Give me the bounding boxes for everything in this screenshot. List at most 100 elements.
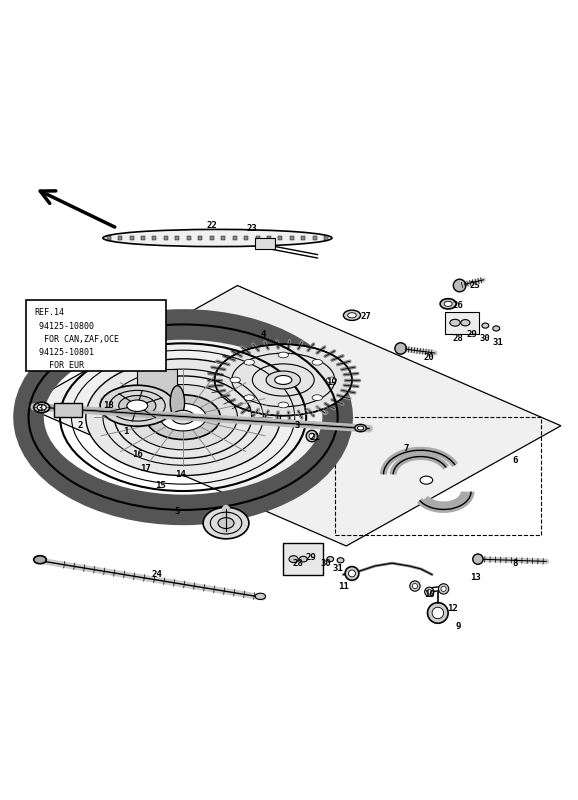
Text: 27: 27 (361, 313, 372, 322)
Text: 28: 28 (453, 334, 463, 342)
Ellipse shape (255, 594, 265, 599)
Ellipse shape (461, 319, 470, 326)
Circle shape (349, 570, 355, 577)
Ellipse shape (326, 377, 336, 383)
Text: 8: 8 (513, 558, 518, 568)
Ellipse shape (420, 476, 433, 484)
Ellipse shape (357, 426, 364, 430)
Ellipse shape (444, 302, 452, 306)
Text: 24: 24 (152, 570, 163, 579)
Ellipse shape (146, 395, 220, 439)
Text: 25: 25 (470, 281, 480, 290)
Text: REF.14
 94125-10800
  FOR CAN,ZAF,OCE
 94125-10801
   FOR EUR: REF.14 94125-10800 FOR CAN,ZAF,OCE 94125… (34, 309, 119, 370)
Circle shape (309, 434, 315, 439)
Bar (255, 238, 275, 250)
Text: 13: 13 (470, 573, 480, 582)
Circle shape (432, 607, 443, 618)
Ellipse shape (86, 358, 280, 475)
Ellipse shape (214, 344, 352, 416)
Text: 31: 31 (332, 564, 343, 574)
Text: 2: 2 (77, 422, 83, 430)
Bar (54, 403, 81, 417)
Ellipse shape (103, 230, 332, 246)
Ellipse shape (266, 371, 301, 389)
Text: 7: 7 (403, 444, 409, 453)
Bar (444, 313, 479, 334)
Circle shape (412, 583, 417, 589)
Ellipse shape (355, 424, 366, 432)
Circle shape (395, 342, 406, 354)
Text: allbikeparts: allbikeparts (249, 405, 329, 418)
Circle shape (345, 566, 359, 580)
Circle shape (453, 279, 466, 292)
Circle shape (441, 586, 446, 591)
Ellipse shape (482, 323, 489, 328)
Text: 22: 22 (206, 221, 217, 230)
Text: 4: 4 (261, 330, 266, 338)
Text: 6: 6 (513, 456, 518, 465)
Ellipse shape (170, 386, 184, 419)
Circle shape (473, 554, 483, 564)
Text: 5: 5 (175, 507, 180, 516)
Ellipse shape (337, 558, 344, 563)
Text: 15: 15 (155, 482, 165, 490)
Text: 14: 14 (175, 470, 186, 479)
Ellipse shape (278, 352, 288, 358)
Circle shape (425, 587, 434, 596)
Text: 10: 10 (424, 590, 435, 599)
Text: 20: 20 (424, 353, 435, 362)
Text: 9: 9 (455, 622, 461, 630)
Text: 31: 31 (492, 338, 503, 347)
Circle shape (428, 602, 448, 623)
Text: 18: 18 (103, 402, 114, 410)
Ellipse shape (172, 410, 195, 424)
Text: 1: 1 (123, 427, 128, 436)
Ellipse shape (34, 556, 46, 564)
Text: 16: 16 (132, 450, 143, 459)
Ellipse shape (348, 313, 356, 318)
Ellipse shape (312, 359, 323, 365)
Ellipse shape (118, 395, 156, 416)
Circle shape (438, 584, 449, 594)
Text: 28: 28 (292, 558, 303, 568)
Ellipse shape (230, 377, 240, 383)
FancyBboxPatch shape (25, 300, 166, 371)
Ellipse shape (244, 359, 254, 365)
Text: 26: 26 (453, 301, 463, 310)
Ellipse shape (327, 557, 334, 562)
Circle shape (410, 581, 420, 591)
Ellipse shape (289, 556, 298, 562)
Text: 3: 3 (38, 404, 43, 413)
Ellipse shape (34, 402, 50, 413)
Ellipse shape (450, 319, 460, 326)
Circle shape (306, 430, 318, 442)
Ellipse shape (278, 402, 288, 408)
Text: 30: 30 (321, 558, 332, 568)
Ellipse shape (299, 556, 307, 562)
Ellipse shape (160, 403, 206, 431)
Ellipse shape (218, 518, 234, 529)
Text: 23: 23 (246, 224, 257, 233)
Text: 30: 30 (480, 334, 491, 342)
Bar (283, 543, 323, 574)
Text: 29: 29 (467, 330, 477, 338)
Polygon shape (23, 286, 561, 546)
Text: 17: 17 (140, 464, 151, 473)
Ellipse shape (440, 298, 456, 309)
Ellipse shape (343, 310, 361, 321)
Ellipse shape (100, 386, 175, 426)
Text: 19: 19 (327, 378, 338, 387)
FancyArrow shape (138, 369, 177, 402)
Ellipse shape (312, 394, 323, 401)
Text: 11: 11 (338, 582, 349, 590)
Text: 12: 12 (447, 605, 458, 614)
Text: 3: 3 (295, 422, 301, 430)
Ellipse shape (127, 400, 148, 411)
Ellipse shape (129, 385, 238, 450)
Text: 29: 29 (305, 553, 316, 562)
Circle shape (427, 590, 432, 594)
Ellipse shape (275, 375, 292, 385)
Ellipse shape (203, 507, 249, 539)
Text: 21: 21 (309, 433, 320, 442)
Ellipse shape (244, 394, 254, 401)
